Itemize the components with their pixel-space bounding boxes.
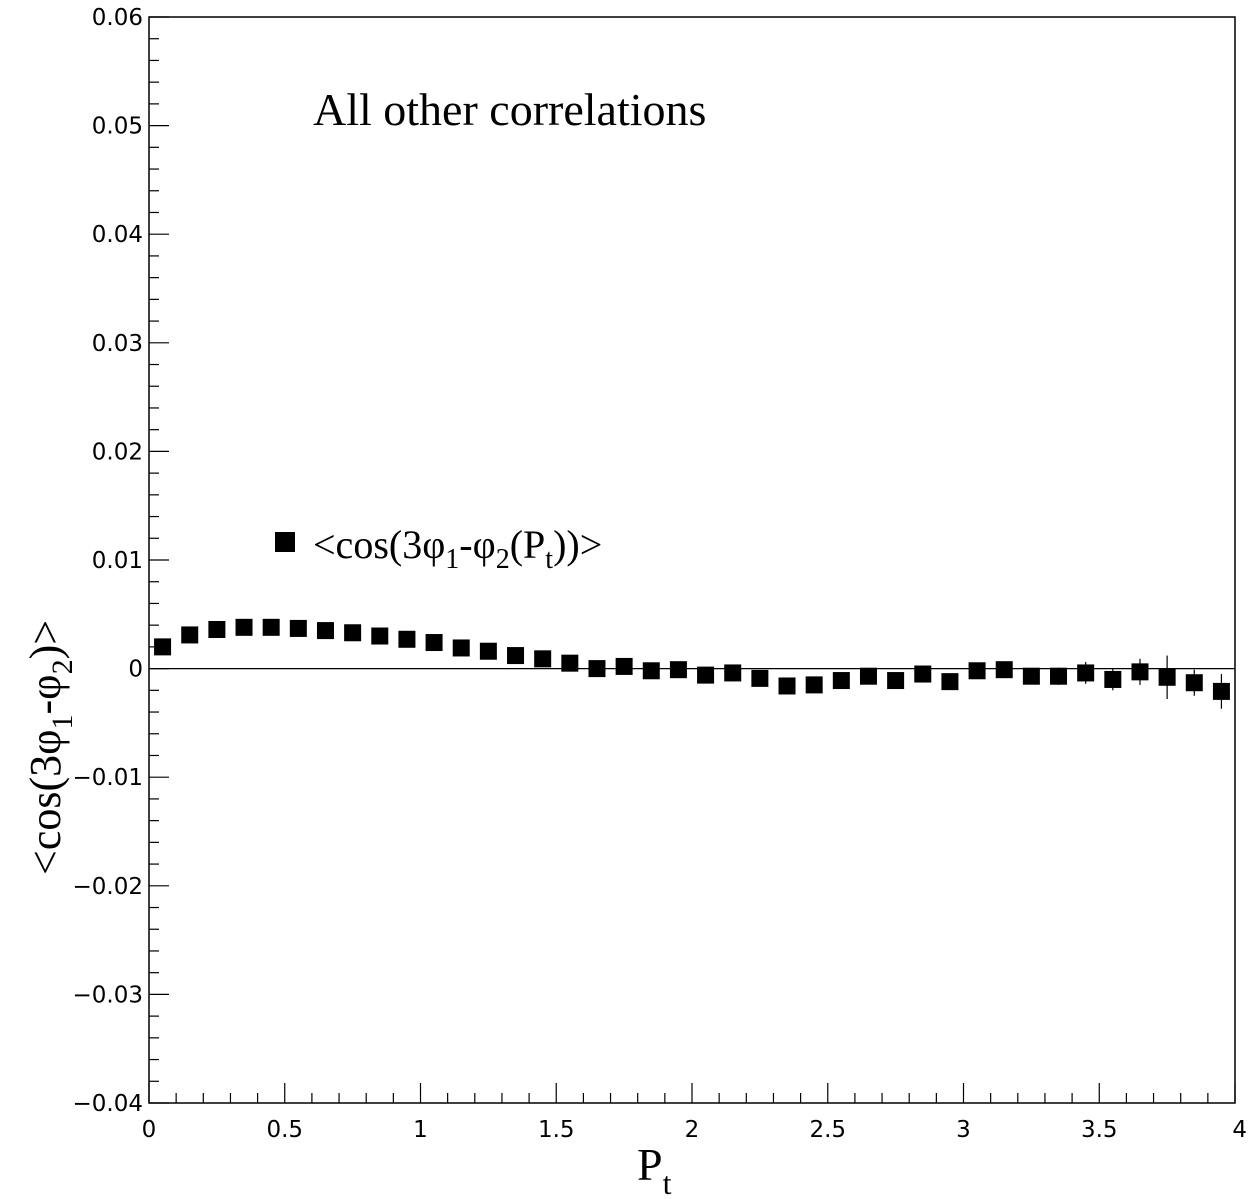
x-tick-label: 3 [956,1117,971,1143]
x-axis-label: Pt [637,1139,672,1199]
y-tick-label: 0.01 [92,548,143,574]
y-tick-label: 0 [128,657,143,683]
y-axis-ticks: −0.04 −0.03 −0.02 −0.01 0 0.01 0.02 0.03 0.04 0.0… [73,5,169,1117]
y-tick-label: −0.03 [73,982,143,1008]
data-point [995,661,1013,679]
data-point [832,672,850,690]
data-point [452,639,470,657]
data-point [751,669,769,687]
data-point [1104,670,1122,688]
data-point [316,622,334,640]
data-point [669,661,687,679]
data-point [588,660,606,678]
data-point [561,654,579,672]
y-tick-label: −0.04 [73,1091,143,1117]
data-point [154,638,172,656]
data-point [1158,668,1176,686]
data-points [154,618,1230,709]
data-point [1050,667,1068,685]
y-tick-label: 0.05 [92,114,143,140]
x-tick-label: 4 [1232,1117,1247,1143]
data-point [1022,667,1040,685]
y-tick-label: 0.06 [92,5,143,31]
data-point [344,624,362,642]
x-tick-label: 1 [413,1117,428,1143]
data-point [181,626,199,644]
x-tick-label: 0.5 [266,1117,303,1143]
y-axis-label: <cos(3φ1-φ2)> [21,620,79,875]
data-point [262,618,280,636]
data-point [534,650,552,668]
data-point [398,630,416,648]
y-tick-label: 0.03 [92,331,143,357]
y-tick-label: 0.04 [92,222,143,248]
data-point [914,665,932,683]
data-point [1185,674,1203,692]
data-point [1212,682,1230,700]
data-point [805,676,823,694]
plot-frame [148,16,1236,1104]
data-point [778,677,796,695]
data-point [507,647,525,665]
x-tick-label: 0 [142,1117,157,1143]
data-point [1131,663,1149,681]
data-point [859,667,877,685]
y-tick-label: 0.02 [92,439,143,465]
x-tick-label: 2 [685,1117,700,1143]
data-point [697,666,715,684]
chart-annotation: All other correlations [313,84,706,135]
x-tick-label: 2.5 [809,1117,846,1143]
data-point [642,662,660,680]
data-point [425,634,443,652]
data-point [887,672,905,690]
y-tick-label: −0.02 [73,874,143,900]
legend-label: <cos(3φ1-φ2(Pt))> [313,522,602,575]
data-point [968,662,986,680]
data-point [208,621,226,639]
data-point [724,664,742,682]
y-tick-label: −0.01 [73,765,143,791]
data-point [235,618,253,636]
x-tick-label: 3.5 [1081,1117,1118,1143]
data-point [289,619,307,637]
data-point [371,627,389,645]
data-point [1077,664,1095,682]
legend: <cos(3φ1-φ2(Pt))> [275,522,602,575]
data-point [479,642,497,660]
x-tick-label: 1.5 [538,1117,575,1143]
data-point [615,657,633,675]
legend-marker [275,532,295,552]
data-point [941,673,959,691]
